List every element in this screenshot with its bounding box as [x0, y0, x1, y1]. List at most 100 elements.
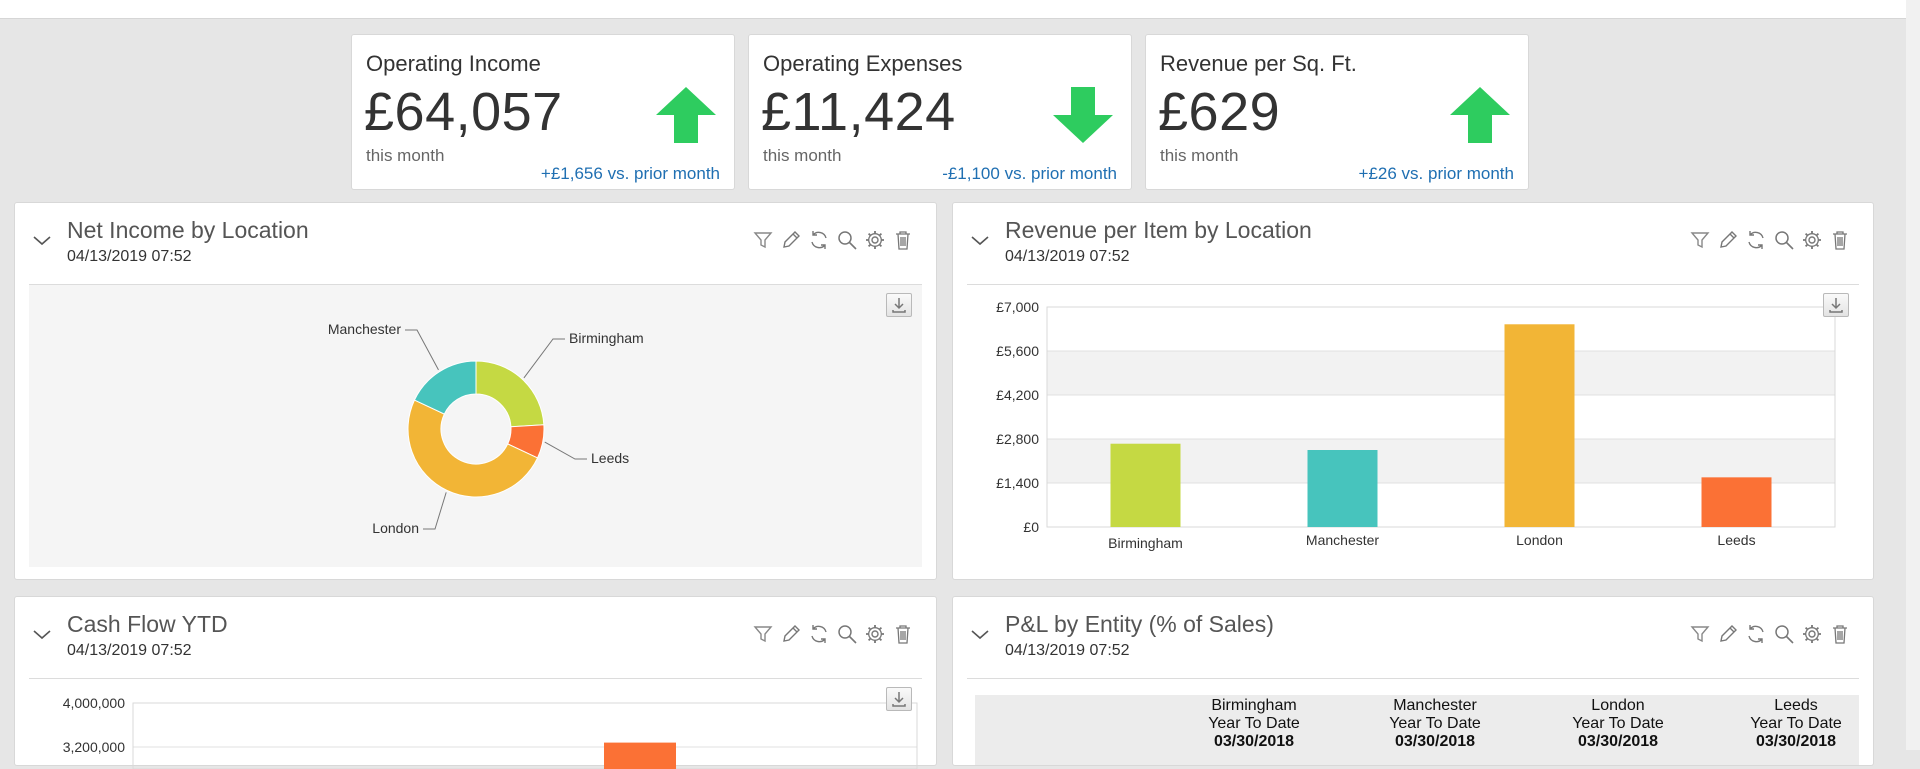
- cash-flow-chart: 4,000,000 3,200,000: [63, 695, 918, 769]
- search-icon[interactable]: [836, 229, 858, 251]
- collapse-chevron-icon[interactable]: [31, 627, 53, 641]
- panel-date: 04/13/2019 07:52: [1005, 248, 1130, 265]
- pie-slice-birmingham: [475, 360, 545, 428]
- arrow-up-icon: [1450, 87, 1510, 143]
- kpi-period: this month: [366, 146, 445, 165]
- x-tick-label: Manchester: [1306, 532, 1379, 548]
- column-header-manchester: Manchester Year To Date 03/30/2018: [1350, 697, 1520, 751]
- trash-icon[interactable]: [892, 229, 914, 251]
- x-tick-label: London: [1516, 532, 1563, 548]
- search-icon[interactable]: [1773, 623, 1795, 645]
- y-tick-label: £2,800: [996, 431, 1039, 447]
- panel-divider: [967, 284, 1859, 285]
- pie-label-birmingham: Birmingham: [569, 330, 644, 346]
- kpi-card-revenue-per-sqft: Revenue per Sq. Ft. £629 this month +£26…: [1145, 34, 1529, 190]
- panel-divider: [29, 678, 922, 679]
- column-period: Year To Date: [1389, 715, 1481, 732]
- kpi-card-operating-expenses: Operating Expenses £11,424 this month -£…: [748, 34, 1132, 190]
- kpi-value: £629: [1158, 82, 1281, 142]
- download-icon[interactable]: [1823, 293, 1849, 317]
- panel-toolbar: [1689, 229, 1851, 251]
- pie-leader-line: [423, 492, 447, 530]
- refresh-icon[interactable]: [808, 623, 830, 645]
- panel-divider: [967, 678, 1859, 679]
- plot-border: [132, 702, 918, 769]
- grid-band: [1047, 351, 1835, 395]
- bar-leeds: [1701, 477, 1772, 527]
- filter-icon[interactable]: [752, 229, 774, 251]
- refresh-icon[interactable]: [1745, 229, 1767, 251]
- trash-icon[interactable]: [1829, 623, 1851, 645]
- panel-revenue-per-item-by-location: Revenue per Item by Location 04/13/2019 …: [952, 202, 1874, 580]
- edit-icon[interactable]: [1717, 229, 1739, 251]
- chart-area: Birmingham Leeds London Manchester: [29, 285, 922, 567]
- panel-date: 04/13/2019 07:52: [1005, 642, 1130, 659]
- download-icon[interactable]: [886, 293, 912, 317]
- column-entity: London: [1591, 697, 1645, 714]
- panel-title: P&L by Entity (% of Sales): [1005, 611, 1274, 637]
- y-tick-label: £1,400: [996, 475, 1039, 491]
- search-icon[interactable]: [836, 623, 858, 645]
- bar-chart: £0 £1,400 £2,800 £4,200 £5,600 £7,000 Birmingh…: [996, 299, 1836, 551]
- kpi-title: Revenue per Sq. Ft.: [1160, 51, 1357, 76]
- kpi-title: Operating Expenses: [763, 51, 963, 76]
- pie-leader-line: [523, 338, 565, 379]
- refresh-icon[interactable]: [808, 229, 830, 251]
- y-tick-label: £7,000: [996, 299, 1039, 315]
- filter-icon[interactable]: [1689, 623, 1711, 645]
- column-date: 03/30/2018: [1394, 733, 1476, 750]
- panel-net-income-by-location: Net Income by Location 04/13/2019 07:52 …: [14, 202, 937, 580]
- search-icon[interactable]: [1773, 229, 1795, 251]
- filter-icon[interactable]: [752, 623, 774, 645]
- pie-label-london: London: [372, 520, 419, 536]
- bar-birmingham: [1110, 443, 1181, 527]
- y-tick-label: 3,200,000: [63, 739, 125, 755]
- gear-icon[interactable]: [1801, 623, 1823, 645]
- panel-date: 04/13/2019 07:52: [67, 642, 192, 659]
- column-entity: Leeds: [1774, 697, 1818, 714]
- column-date: 03/30/2018: [1755, 733, 1837, 750]
- collapse-chevron-icon[interactable]: [969, 627, 991, 641]
- donut-chart: Birmingham Leeds London Manchester: [328, 321, 644, 536]
- pie-slice-manchester: [413, 360, 477, 415]
- table-header-band: Birmingham Year To Date 03/30/2018 Manch…: [975, 695, 1859, 765]
- edit-icon[interactable]: [1717, 623, 1739, 645]
- x-tick-label: Birmingham: [1108, 535, 1183, 551]
- bar-london: [1504, 324, 1575, 527]
- download-icon[interactable]: [886, 687, 912, 711]
- filter-icon[interactable]: [1689, 229, 1711, 251]
- trash-icon[interactable]: [1829, 229, 1851, 251]
- gear-icon[interactable]: [1801, 229, 1823, 251]
- kpi-title: Operating Income: [366, 51, 541, 76]
- x-tick-label: Leeds: [1717, 532, 1755, 548]
- chart-area: 4,000,000 3,200,000: [29, 679, 922, 769]
- collapse-chevron-icon[interactable]: [969, 233, 991, 247]
- scrollbar-thumb[interactable]: [1906, 0, 1920, 750]
- refresh-icon[interactable]: [1745, 623, 1767, 645]
- plot-border: [1046, 306, 1836, 528]
- column-entity: Birmingham: [1211, 697, 1297, 714]
- gear-icon[interactable]: [864, 623, 886, 645]
- column-date: 03/30/2018: [1577, 733, 1659, 750]
- y-tick-label: 4,000,000: [63, 695, 125, 711]
- y-tick-label: £5,600: [996, 343, 1039, 359]
- kpi-delta: -£1,100 vs. prior month: [942, 164, 1117, 183]
- kpi-period: this month: [763, 146, 842, 165]
- panel-title: Revenue per Item by Location: [1005, 217, 1312, 243]
- collapse-chevron-icon[interactable]: [31, 233, 53, 247]
- panel-toolbar: [752, 229, 914, 251]
- edit-icon[interactable]: [780, 623, 802, 645]
- bar-cash-flow: [604, 742, 676, 769]
- edit-icon[interactable]: [780, 229, 802, 251]
- chart-area: £0 £1,400 £2,800 £4,200 £5,600 £7,000 Birmingh…: [967, 285, 1859, 567]
- kpi-card-operating-income: Operating Income £64,057 this month +£1,…: [351, 34, 735, 190]
- gear-icon[interactable]: [864, 229, 886, 251]
- trash-icon[interactable]: [892, 623, 914, 645]
- column-period: Year To Date: [1572, 715, 1664, 732]
- pie-label-manchester: Manchester: [328, 321, 401, 337]
- panel-title: Cash Flow YTD: [67, 611, 228, 637]
- bar-manchester: [1307, 450, 1378, 527]
- column-date: 03/30/2018: [1213, 733, 1295, 750]
- kpi-period: this month: [1160, 146, 1239, 165]
- top-bar: [0, 0, 1906, 19]
